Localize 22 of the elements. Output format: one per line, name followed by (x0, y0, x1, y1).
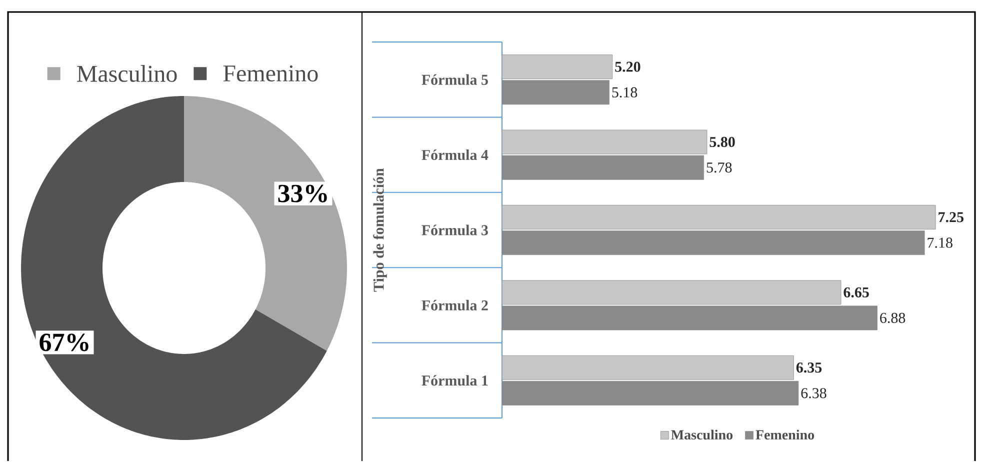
data-label: 6.65 (844, 287, 869, 298)
y-tick-label: Fórmula 5 (422, 74, 488, 86)
y-tick-label: Fórmula 3 (422, 224, 488, 236)
legend-label: Masculino (671, 430, 733, 440)
y-tick-label: Fórmula 2 (422, 300, 488, 311)
data-label: 5.20 (615, 62, 640, 72)
data-label: 67% (40, 334, 88, 352)
y-axis-title: Tipo de fomulación (373, 168, 387, 292)
data-label: 7.18 (928, 238, 952, 248)
data-label: 5.18 (612, 87, 638, 98)
legend-label: Femenino (756, 430, 814, 440)
data-label: 6.35 (796, 362, 822, 373)
legend-label: Femenino (223, 66, 318, 82)
data-label: 6.88 (880, 312, 906, 324)
legend-label: Masculino (77, 65, 177, 82)
y-tick-label: Fórmula 4 (422, 150, 488, 160)
y-tick-label: Fórmula 1 (422, 375, 488, 386)
data-label: 6.38 (801, 388, 826, 398)
data-label: 33% (278, 184, 327, 202)
data-label: 7.25 (938, 212, 964, 222)
data-label: 5.80 (710, 137, 735, 148)
data-label: 5.78 (706, 162, 732, 173)
